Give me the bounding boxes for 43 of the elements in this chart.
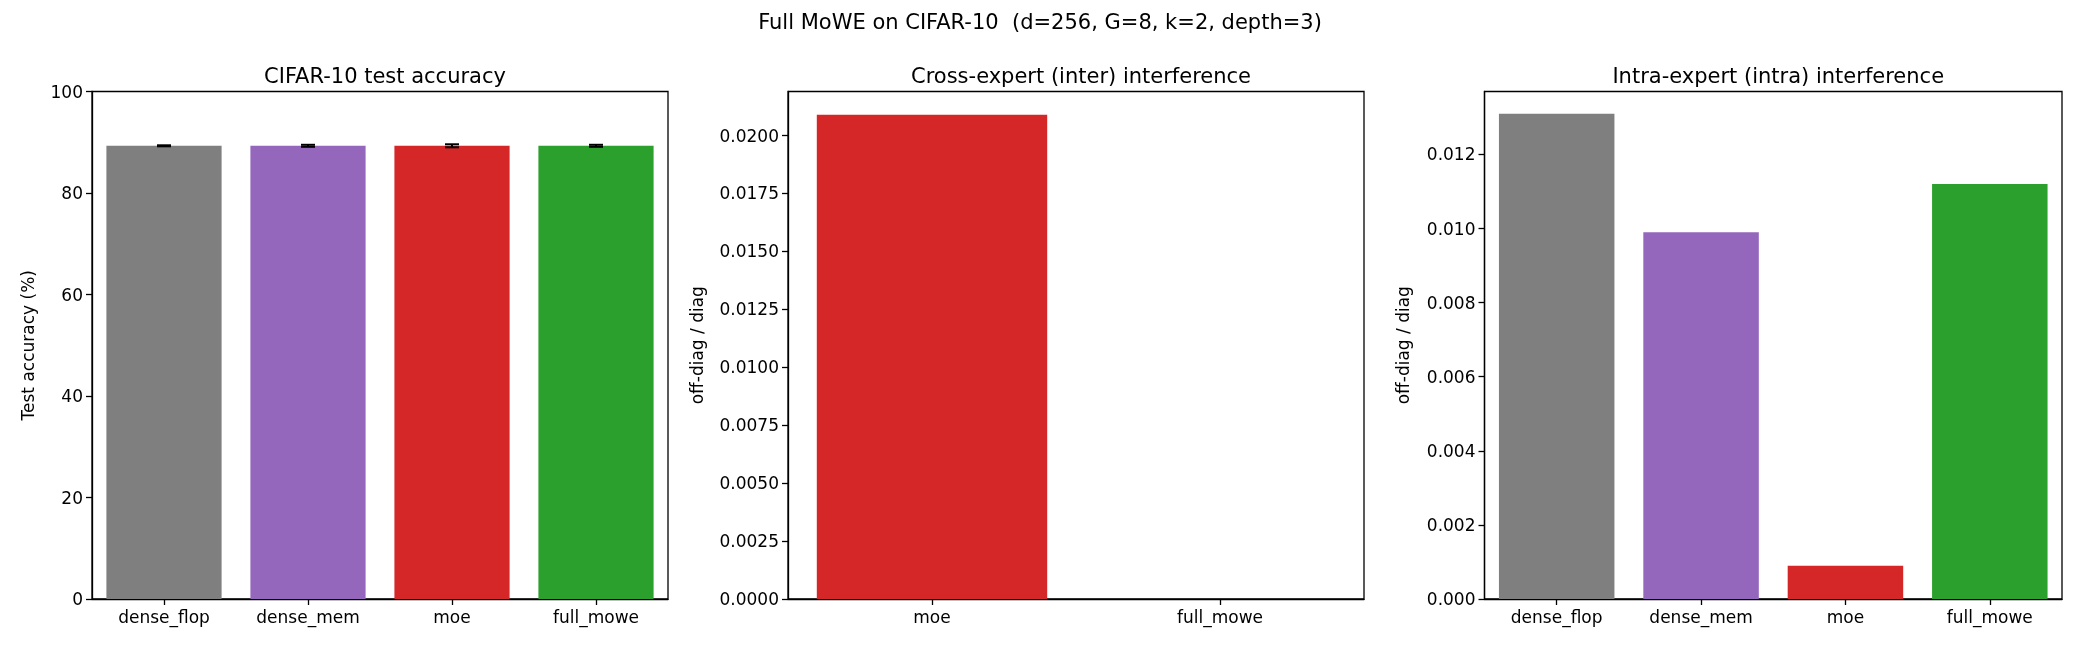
x-tick-label: dense_mem: [256, 606, 360, 628]
y-tick-label: 60: [61, 284, 83, 305]
x-tick-label: moe: [913, 606, 951, 627]
x-tick-label: full_mowe: [552, 606, 640, 628]
y-tick-label: 0: [72, 589, 83, 609]
chart-title: Intra-expert (intra) interference: [1612, 63, 1945, 88]
text: Full MoWE on CIFAR-10 (d=256, G=8, k=2, depth=3): [758, 9, 1322, 35]
bar: [1643, 232, 1759, 599]
y-tick-label: 0.012: [1426, 144, 1476, 165]
x-tick-label: dense_flop: [118, 606, 210, 628]
x-tick-label: full_mowe: [1946, 606, 2033, 628]
y-tick-label: 0.010: [1426, 218, 1476, 239]
x-tick-label: dense_flop: [1510, 606, 1603, 628]
y-tick-label: 0.0150: [719, 241, 779, 262]
x-tick-label: moe: [1826, 606, 1865, 627]
y-tick-label: 0.0050: [719, 473, 779, 494]
y-axis-title: Test accuracy (%): [17, 270, 38, 422]
x-tick-label: moe: [433, 606, 471, 627]
y-tick-label: 0.0100: [719, 357, 779, 378]
y-tick-label: 0.0125: [719, 299, 779, 320]
y-tick-label: 20: [61, 487, 83, 508]
chart-title: CIFAR-10 test accuracy: [264, 63, 506, 88]
x-tick-label: full_mowe: [1176, 606, 1264, 628]
y-tick-label: 40: [61, 386, 83, 406]
y-tick-label: 0.008: [1426, 292, 1476, 313]
bar: [1787, 565, 1904, 599]
y-tick-label: 100: [50, 81, 83, 102]
y-tick-label: 0.002: [1426, 514, 1476, 535]
y-tick-label: 0.000: [1426, 589, 1476, 609]
y-tick-label: 0.0175: [719, 183, 779, 204]
y-tick-label: 0.0200: [719, 125, 779, 146]
y-tick-label: 0.0000: [719, 589, 779, 609]
chart-title: Cross-expert (inter) interference: [910, 63, 1252, 88]
y-tick-label: 0.006: [1426, 366, 1476, 387]
x-tick-label: dense_mem: [1649, 606, 1753, 628]
y-tick-label: 0.0025: [719, 531, 779, 552]
bar: [1498, 113, 1615, 599]
bar: [1932, 184, 2048, 599]
y-axis-title: off-diag / diag: [686, 286, 707, 405]
y-tick-label: 0.004: [1426, 440, 1476, 461]
y-tick-label: 0.0075: [719, 415, 779, 436]
y-axis-title: off-diag / diag: [1393, 286, 1413, 405]
y-tick-label: 80: [61, 183, 83, 203]
